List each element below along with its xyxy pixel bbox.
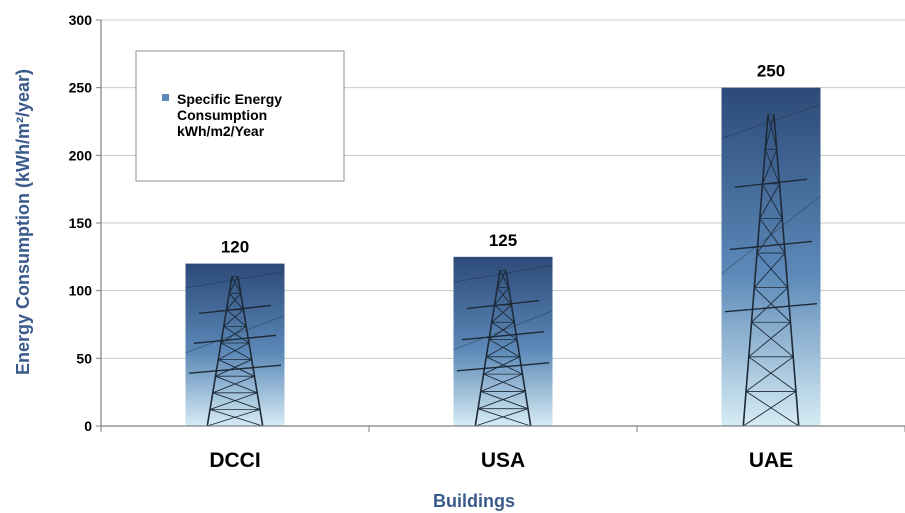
y-tick-label: 150 xyxy=(69,215,93,231)
bar-usa xyxy=(453,256,553,427)
bar-dcci xyxy=(185,263,285,426)
legend-entry: Specific Energy Consumption kWh/m2/Year xyxy=(177,91,286,139)
bar-uae xyxy=(721,87,821,427)
y-tick-label: 50 xyxy=(76,350,92,366)
tower-icon xyxy=(721,104,821,427)
x-tick-label-dcci: DCCI xyxy=(209,449,260,472)
y-axis-title: Energy Consumption (kWh/m²/year) xyxy=(13,69,33,375)
x-tick-label-usa: USA xyxy=(481,449,525,472)
legend-line-3: kWh/m2/Year xyxy=(177,123,265,139)
x-tick-label-uae: UAE xyxy=(749,449,793,472)
x-axis-title: Buildings xyxy=(433,491,515,511)
data-label-dcci: 120 xyxy=(221,238,249,257)
y-tick-label: 300 xyxy=(69,12,93,28)
bars xyxy=(185,87,821,427)
legend-line-2: Consumption xyxy=(177,107,267,123)
legend-swatch xyxy=(162,94,169,101)
tower-icon xyxy=(185,271,285,426)
data-label-usa: 125 xyxy=(489,231,517,250)
bar xyxy=(721,87,821,427)
legend-box xyxy=(135,50,345,182)
axes xyxy=(96,19,905,432)
y-tick-label: 0 xyxy=(84,418,92,434)
y-tick-label: 200 xyxy=(69,147,93,163)
bar xyxy=(185,263,285,426)
bar xyxy=(453,256,553,426)
legend-line-1: Specific Energy xyxy=(177,91,282,107)
legend: Specific Energy Consumption kWh/m2/Year xyxy=(135,50,345,182)
y-tick-label: 100 xyxy=(69,283,93,299)
data-label-uae: 250 xyxy=(757,62,785,81)
tower-icon xyxy=(453,264,553,427)
labels: 0 50 100 150 200 250 300 120 DCCI 125 USA 250 UAE xyxy=(69,12,794,472)
y-tick-label: 250 xyxy=(69,80,93,96)
